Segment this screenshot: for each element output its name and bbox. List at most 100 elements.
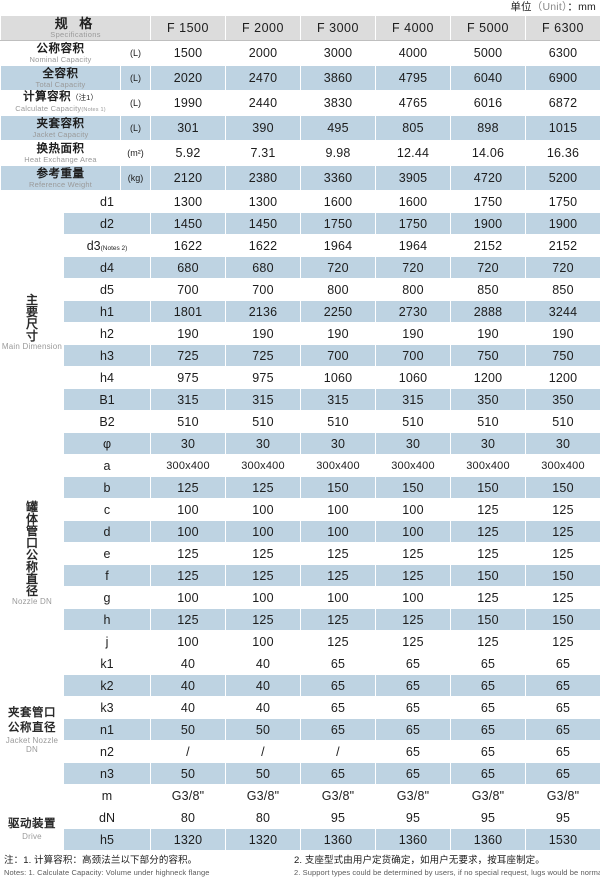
cell-value: / [150,740,227,763]
row-unit: (kg) [119,165,152,191]
table-row: m G3/8" G3/8" G3/8" G3/8" G3/8" G3/8" [1,784,600,807]
footnotes: 注：1. 计算容积：高颈法兰以下部分的容积。 Notes: 1. Calcula… [0,851,600,877]
dimension-label: B2 [62,410,152,433]
table-row: 参考重量 Reference Weight (kg) 2120 2380 3360 3905… [0,165,600,191]
cell-value: 65 [450,652,527,675]
table-row: d2 1450 1450 1750 1750 1900 1900 [1,212,600,235]
unit-note-value: mm [578,1,596,13]
cell-value: 1060 [375,366,452,389]
dimension-label: h5 [62,828,152,851]
cell-value: G3/8" [525,784,600,807]
table-row: 驱动装置 Drive dN 80 80 95 95 95 95 [0,806,600,851]
dimension-label: h3 [62,344,152,367]
cell-value: 65 [300,674,377,697]
cell-value: 65 [300,696,377,719]
cell-value: 1015 [525,115,600,141]
cell-value: 1500 [150,40,227,66]
cell-value: 2470 [225,65,302,91]
cell-value: 2000 [225,40,302,66]
cell-value: 2136 [225,300,302,323]
cell-value: G3/8" [300,784,377,807]
cell-value: 315 [225,388,302,411]
footnote-1: 注：1. 计算容积：高颈法兰以下部分的容积。 Notes: 1. Calcula… [4,854,294,877]
dimension-label: n3 [62,762,152,785]
cell-value: 100 [375,498,452,521]
cell-value: 100 [225,520,302,543]
cell-value: 125 [525,586,600,609]
dimension-label: a [62,454,152,477]
cell-value: 510 [375,410,452,433]
cell-value: 350 [450,388,527,411]
dimension-label: h4 [62,366,152,389]
cell-value: 125 [300,564,377,587]
group-label-en: Drive [22,831,42,841]
cell-value: 95 [375,806,452,829]
cell-value: 125 [450,542,527,565]
cell-value: 1450 [150,212,227,235]
cell-value: 40 [150,696,227,719]
cell-value: 1320 [150,828,227,851]
header-model-5: F 5000 [450,15,527,41]
dimension-label: d [62,520,152,543]
table-row: n3 50 50 65 65 65 65 [1,762,600,785]
cell-value: 2020 [150,65,227,91]
cell-value: 125 [300,608,377,631]
cell-value: 125 [225,476,302,499]
group-nozzle-dn: 罐体管口公称直径 Nozzle DN [0,454,64,653]
row-label: 计算容积（注1） Calculate Capacity(Notes 1) [0,90,121,116]
cell-value: 150 [525,608,600,631]
row-label-cn: 参考重量 [36,167,85,180]
cell-value: 125 [375,630,452,653]
cell-value: 65 [450,696,527,719]
header-spec-cell: 规 格 Specifications [0,15,152,41]
cell-value: 850 [525,278,600,301]
cell-value: 2888 [450,300,527,323]
cell-value: 1300 [225,190,302,213]
cell-value: 1990 [150,90,227,116]
cell-value: 65 [300,652,377,675]
cell-value: 1300 [150,190,227,213]
header-model-2: F 2000 [225,15,302,41]
table-row: 罐体管口公称直径 Nozzle DN a 300x400 300x400 300x400 3… [0,454,600,653]
cell-value: 1600 [375,190,452,213]
row-label: 全容积 Total Capacity [0,65,121,91]
cell-value: 1750 [300,212,377,235]
cell-value: 65 [525,674,600,697]
group-label-en: Main Dimension [1,342,63,351]
cell-value: 65 [525,762,600,785]
table-row: c 100 100 100 100 125 125 [1,498,600,521]
cell-value: 390 [225,115,302,141]
unit-note-en: （Unit） [531,1,568,13]
header-spec-cn: 规 格 [54,16,97,31]
dimension-label: c [62,498,152,521]
cell-value: 1360 [375,828,452,851]
dimension-label: m [62,784,152,807]
cell-value: 190 [300,322,377,345]
cell-value: 300x400 [300,454,377,477]
table-row: h3 725 725 700 700 750 750 [1,344,600,367]
row-label-cn: 计算容积（注1） [23,91,98,103]
cell-value: 4000 [375,40,452,66]
cell-value: 1900 [525,212,600,235]
row-label: 参考重量 Reference Weight [0,165,121,191]
cell-value: 1530 [525,828,600,851]
row-unit: (L) [119,115,152,141]
cell-value: 300x400 [150,454,227,477]
cell-value: 510 [225,410,302,433]
cell-value: 100 [150,520,227,543]
dimension-label: φ [62,432,152,455]
cell-value: 40 [150,674,227,697]
cell-value: 4720 [450,165,527,191]
cell-value: 510 [450,410,527,433]
cell-value: 150 [525,564,600,587]
dimension-label: h1 [62,300,152,323]
cell-value: 5200 [525,165,600,191]
cell-value: 100 [300,520,377,543]
cell-value: 700 [225,278,302,301]
row-label-en: Calculate Capacity(Notes 1) [15,104,106,113]
dimension-label: f [62,564,152,587]
table-header-row: 规 格 Specifications F 1500 F 2000 F 3000 F 400… [0,15,600,41]
table-row: 全容积 Total Capacity (L) 2020 2470 3860 4795 6040… [0,65,600,91]
cell-value: 30 [300,432,377,455]
